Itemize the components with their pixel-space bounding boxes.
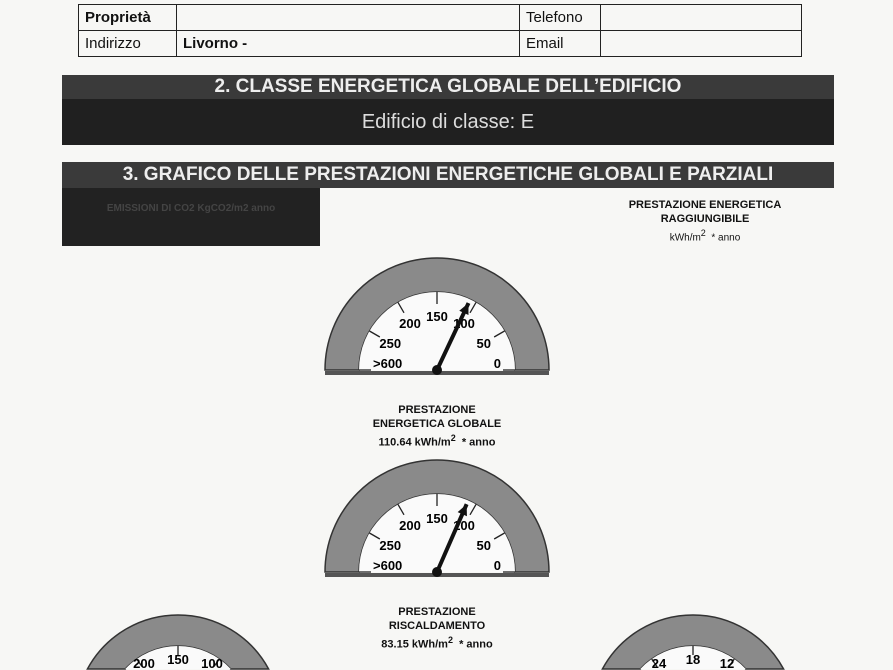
section2-title: 2. CLASSE ENERGETICA GLOBALE DELL’EDIFIC… (62, 75, 834, 99)
section3-title: 3. GRAFICO DELLE PRESTAZIONI ENERGETICHE… (62, 162, 834, 188)
value-telefono (600, 4, 802, 31)
gauge-tick (369, 330, 381, 338)
gauge-tick (136, 658, 143, 667)
gauge3-title1: PRESTAZIONE (398, 606, 476, 618)
gauge-tick-label: 200 (399, 316, 421, 331)
gauge2-value: 110.64 kWh/m (378, 436, 451, 449)
gauge-tick-label: 250 (379, 538, 401, 553)
gauge-tick-label: 150 (426, 511, 448, 526)
gauge-tick-label: 0 (494, 558, 501, 573)
gauge-tick-label: 200 (133, 656, 155, 670)
co2-box: EMISSIONI DI CO2 KgCO2/m2 anno (62, 188, 320, 246)
gauge-tick (493, 330, 505, 338)
gauge-tick (213, 658, 220, 667)
gauge-hub (432, 567, 442, 577)
gauge3-value: 83.15 kWh/m (381, 638, 448, 651)
gauge-tick-label: 150 (167, 652, 189, 667)
value-indirizzo: Livorno - (176, 30, 520, 57)
gauge-tick (493, 532, 505, 540)
gauge2-title2: ENERGETICA GLOBALE (372, 418, 502, 430)
gauge-tick-label: >600 (373, 356, 402, 371)
gauge-tick (469, 302, 477, 314)
gauge1-caption: PRESTAZIONE ENERGETICA RAGGIUNGIBILE kWh… (600, 198, 810, 245)
label-email: Email (519, 30, 601, 57)
gauge-tick-label: 200 (399, 518, 421, 533)
gauge2-caption: PRESTAZIONE ENERGETICA GLOBALE 110.64 kW… (337, 403, 537, 450)
label-indirizzo: Indirizzo (78, 30, 177, 57)
gauge1-exp: 2 (700, 228, 706, 238)
gauge1-title1: PRESTAZIONE ENERGETICA (628, 199, 782, 211)
gauge-3: 200 150 100 (86, 614, 270, 670)
gauge-face (125, 646, 231, 669)
gauge2-title1: PRESTAZIONE (398, 404, 476, 416)
gauge-tick (469, 504, 477, 516)
gauge-tick (651, 658, 658, 667)
gauge-tick (397, 504, 405, 516)
gauge1-suffix: * anno (711, 232, 741, 244)
gauge-tick-label: 250 (379, 336, 401, 351)
gauge3-caption: PRESTAZIONE RISCALDAMENTO 83.15 kWh/m2 *… (337, 605, 537, 652)
info-table: Proprietà Telefono Indirizzo Livorno - E… (78, 4, 802, 57)
gauge-needle-head (459, 303, 469, 316)
gauge-needle (435, 503, 469, 573)
gauge-tick (728, 658, 735, 667)
gauge-needle (435, 302, 471, 371)
gauge-tick-label: >600 (373, 558, 402, 573)
gauge3-title2: RISCALDAMENTO (388, 620, 486, 632)
gauge1-title2: RAGGIUNGIBILE (660, 213, 750, 225)
gauge-face (640, 646, 746, 669)
gauge-tick (369, 532, 381, 540)
gauge-tick-label: 18 (686, 652, 700, 667)
value-email (600, 30, 802, 57)
gauge-tick-label: 50 (477, 336, 491, 351)
gauge-tick-label: 150 (426, 309, 448, 324)
gauge2-exp: 2 (450, 433, 456, 443)
label-proprieta: Proprietà (78, 4, 177, 31)
gauge-face (359, 494, 515, 572)
gauge-tick-label: 12 (720, 656, 734, 670)
gauge1-unit: kWh/m (669, 232, 701, 244)
gauge3-exp: 2 (447, 635, 453, 645)
gauge-4: 24 18 12 (601, 614, 785, 670)
energy-class: Edificio di classe: E (62, 99, 834, 145)
gauge2-suffix: * anno (461, 436, 496, 449)
value-proprieta (176, 4, 520, 31)
gauge3-suffix: * anno (459, 638, 493, 651)
gauge-tick-label: 0 (494, 356, 501, 371)
gauge-tick-label: 50 (477, 538, 491, 553)
gauge-tick-label: 24 (652, 656, 667, 670)
gauge-tick (397, 302, 405, 314)
gauge-tick-label: 100 (201, 656, 223, 670)
gauge-face (359, 292, 515, 370)
gauge-needle-head (457, 504, 467, 517)
gauge-hub (432, 365, 442, 375)
table-row: Indirizzo Livorno - Email (78, 30, 802, 57)
